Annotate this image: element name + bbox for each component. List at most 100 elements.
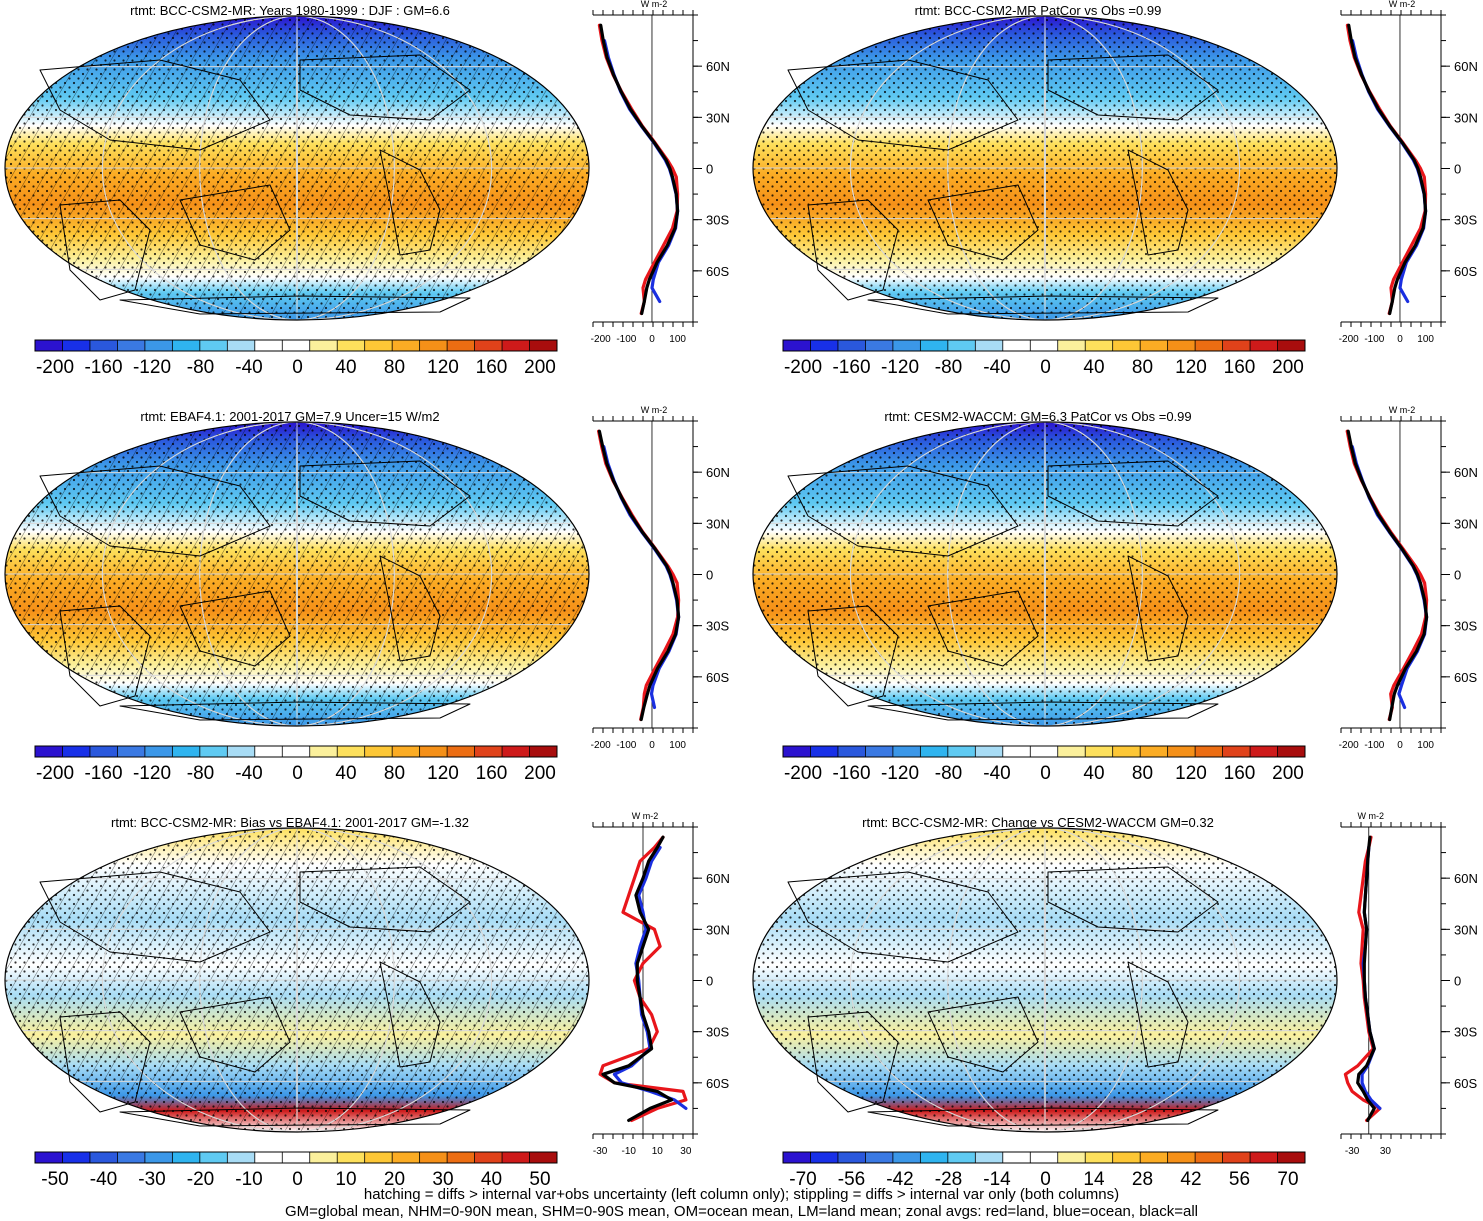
zonal-profile: 60N 30N 0 30S 60S -200 -100 0 100 W m-2 <box>1339 405 1478 751</box>
continent-outline <box>379 555 441 662</box>
unit-label: W m-2 <box>1389 0 1416 9</box>
continent-outline <box>59 199 151 301</box>
colorbar-tick-label: -200 <box>784 357 822 378</box>
colorbar-tick-label: 120 <box>1175 357 1207 378</box>
colorbar-tick-label: 30 <box>432 1169 453 1190</box>
colorbar-swatch <box>1277 340 1306 351</box>
colorbar-swatch <box>227 1152 256 1163</box>
colorbar-tick-label: -40 <box>983 357 1010 378</box>
world-map <box>4 421 590 727</box>
world-map <box>4 15 590 321</box>
continent-outline <box>39 871 271 963</box>
colorbar: -200 -160 -120 -80 -40 0 40 80 120 160 200 <box>782 745 1306 784</box>
colorbar-swatch <box>1250 746 1278 757</box>
graticule-meridian <box>1044 15 1046 321</box>
colorbar-swatch <box>1195 1152 1223 1163</box>
colorbar-tick-label: -40 <box>983 763 1010 784</box>
colorbar-tick-label: -160 <box>84 763 122 784</box>
continent-outline <box>1127 555 1189 662</box>
colorbar: -200 -160 -120 -80 -40 0 40 80 120 160 200 <box>782 339 1306 378</box>
lat-tick-label: 30S <box>706 1025 729 1040</box>
colorbar-tick-label: 40 <box>481 1169 502 1190</box>
lat-tick-label: 60N <box>1454 871 1478 886</box>
colorbar-swatch <box>474 746 503 757</box>
colorbar-swatch <box>1277 1152 1306 1163</box>
colorbar-swatch <box>199 340 228 351</box>
colorbar-swatch <box>1112 340 1141 351</box>
colorbar-tick-label: 0 <box>1040 1169 1051 1190</box>
map-border <box>752 421 1338 727</box>
continent-outline <box>807 1011 899 1113</box>
lat-tick-label: 60S <box>706 1076 729 1091</box>
colorbar-tick-label: 160 <box>476 763 508 784</box>
lat-tick-label: 60N <box>1454 465 1478 480</box>
map-border <box>4 827 590 1133</box>
colorbar-swatch <box>865 1152 894 1163</box>
colorbar-tick-label: 10 <box>335 1169 356 1190</box>
colorbar-swatch <box>35 746 63 757</box>
colorbar-swatch <box>419 1152 448 1163</box>
colorbar-swatch <box>810 1152 839 1163</box>
colorbar-swatch <box>837 746 866 757</box>
graticule-meridian <box>296 827 298 1133</box>
continent-outline <box>379 961 441 1068</box>
continent-outline <box>867 295 1219 315</box>
colorbar-swatch <box>1112 1152 1141 1163</box>
lat-tick-label: 30S <box>1454 1025 1477 1040</box>
colorbar-swatch <box>364 746 393 757</box>
lat-tick-label: 0 <box>706 974 713 989</box>
lat-tick-label: 30N <box>1454 922 1478 937</box>
colorbar-tick-label: -42 <box>886 1169 913 1190</box>
colorbar-swatch <box>837 1152 866 1163</box>
colorbar-tick-label: 50 <box>529 1169 550 1190</box>
colorbar-tick-label: -80 <box>935 763 962 784</box>
lat-tick-label: 60N <box>706 465 730 480</box>
continent-outline <box>1127 961 1189 1068</box>
zonal-profile: 60N 30N 0 30S 60S -30 30 W m-2 <box>1340 811 1478 1157</box>
colorbar: -200 -160 -120 -80 -40 0 40 80 120 160 200 <box>34 339 558 378</box>
colorbar-swatch <box>172 340 201 351</box>
colorbar-swatch <box>144 746 173 757</box>
colorbar-swatch <box>502 340 530 351</box>
continent-outline <box>59 605 151 707</box>
colorbar-swatch <box>1057 746 1086 757</box>
colorbar-swatch <box>975 1152 1004 1163</box>
colorbar-swatch <box>447 340 475 351</box>
colorbar-swatch <box>1085 340 1113 351</box>
colorbar-swatch <box>199 1152 228 1163</box>
colorbar-swatch <box>282 340 311 351</box>
world-map <box>752 15 1338 321</box>
continent-outline <box>807 605 899 707</box>
colorbar-tick-label: -70 <box>789 1169 816 1190</box>
colorbar-tick-label: 28 <box>1132 1169 1153 1190</box>
colorbar-tick-label: -200 <box>784 763 822 784</box>
continent-outline <box>39 465 271 557</box>
colorbar-swatch <box>1002 340 1031 351</box>
colorbar-tick-label: -20 <box>187 1169 214 1190</box>
graticule-meridian <box>296 15 298 321</box>
all-zonal-line <box>601 835 674 1122</box>
lat-tick-label: 60S <box>706 264 729 279</box>
unit-label: W m-2 <box>641 405 668 415</box>
continent-outline <box>119 701 471 721</box>
continent-outline <box>179 996 291 1073</box>
colorbar-tick-label: 200 <box>524 763 556 784</box>
panel-title: rtmt: EBAF4.1: 2001-2017 GM=7.9 Uncer=15… <box>140 409 439 424</box>
colorbar-tick-label: -80 <box>187 763 214 784</box>
footer-line-2: GM=global mean, NHM=0-90N mean, SHM=0-90… <box>284 1203 1198 1220</box>
colorbar-tick-label: 120 <box>427 357 459 378</box>
colorbar-swatch <box>1167 340 1196 351</box>
colorbar-swatch <box>783 340 811 351</box>
footer-line-1: hatching = diffs > internal var+obs unce… <box>363 1186 1120 1203</box>
x-tick-label: -200 <box>1339 334 1359 345</box>
colorbar-swatch <box>920 340 949 351</box>
continent-outline <box>927 996 1039 1073</box>
continent-outline <box>1047 866 1219 933</box>
lat-tick-label: 0 <box>706 568 713 583</box>
colorbar-swatch <box>1002 746 1031 757</box>
x-tick-label: -30 <box>1345 1146 1360 1157</box>
colorbar-swatch <box>1195 340 1223 351</box>
colorbar-tick-label: 0 <box>292 357 303 378</box>
colorbar-swatch <box>502 746 530 757</box>
colorbar-tick-label: 0 <box>292 763 303 784</box>
